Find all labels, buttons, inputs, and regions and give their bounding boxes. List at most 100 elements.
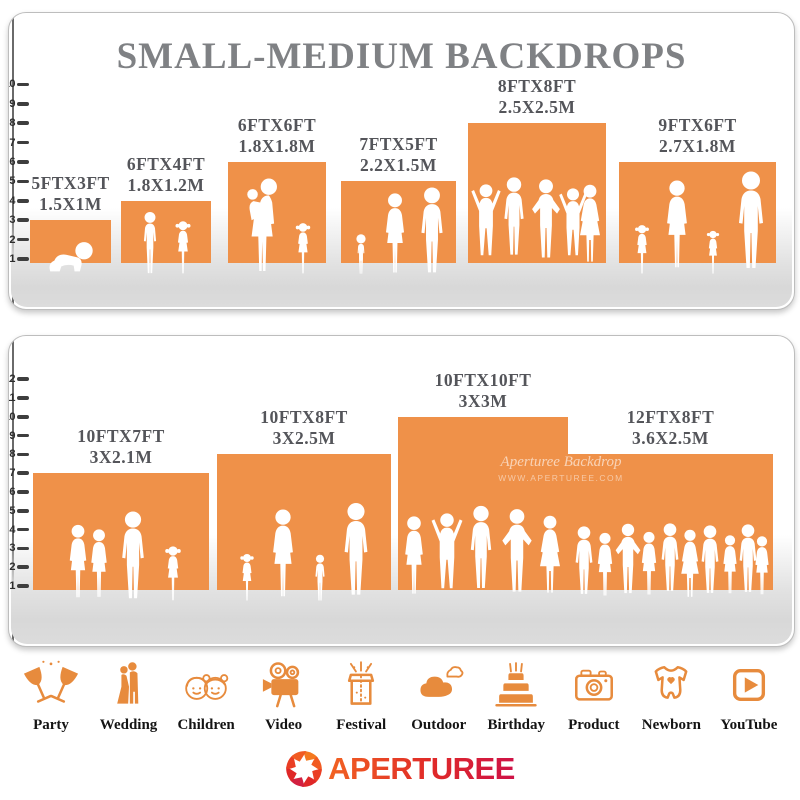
- ruler-feet-scale: 12 11 10 9 8 7 6 5 4 3 2 1: [9, 336, 34, 646]
- size-ft: 5FTX3FT: [31, 173, 110, 193]
- silhouette-group: [356, 187, 443, 274]
- ruler-tick-number: 3: [9, 542, 15, 555]
- ruler-tick-number: 9: [9, 97, 15, 110]
- ruler-line: [12, 15, 14, 307]
- ruler-tick-9: 9: [9, 429, 29, 443]
- category-product: Product: [557, 658, 631, 734]
- ruler-tick-mark: [17, 199, 29, 203]
- ruler-tick-6: 6: [9, 485, 29, 499]
- backdrop-size-label: 9FTX6FT 2.7X1.8M: [658, 115, 736, 157]
- silhouette-group: [575, 523, 769, 597]
- size-m: 1.8X1.2M: [127, 175, 205, 195]
- category-label: Birthday: [487, 717, 546, 733]
- youtube-icon: [732, 668, 765, 702]
- brand-name: APERTUREE: [328, 751, 515, 786]
- size-ft: 7FTX5FT: [359, 134, 438, 154]
- silhouette-girl: [240, 554, 254, 601]
- category-video: Video: [247, 658, 321, 734]
- backdrop-size-label: 7FTX5FT 2.2X1.5M: [359, 134, 437, 176]
- ruler-tick-4: 4: [9, 523, 29, 537]
- ruler-tick-mark: [17, 471, 29, 475]
- category-label: YouTube: [720, 717, 778, 733]
- backdrop-10x8: 10FTX8FT 3X2.5M: [217, 407, 391, 601]
- ruler-tick-mark: [17, 509, 29, 513]
- outdoor-icon: [420, 666, 464, 697]
- ruler-tick-number: 1: [9, 580, 15, 592]
- size-ft: 10FTX10FT: [434, 370, 532, 390]
- silhouette-woman: [405, 516, 423, 594]
- silhouette-group: [240, 502, 368, 601]
- silhouette-group: [635, 171, 763, 274]
- silhouette-woman-dress: [580, 184, 600, 262]
- ruler-tick-mark: [17, 257, 29, 261]
- silhouette-woman: [755, 536, 769, 595]
- ruler-tick-mark: [17, 121, 29, 125]
- silhouette-toddler: [356, 234, 366, 274]
- silhouette-man: [739, 524, 757, 592]
- silhouette-boy: [143, 211, 157, 274]
- category-children: Children: [169, 658, 243, 734]
- product-icon: [574, 669, 613, 701]
- category-festival: Festival: [324, 658, 398, 734]
- size-m: 1.8X1.8M: [238, 136, 316, 156]
- ruler-tick-3: 3: [9, 213, 29, 227]
- silhouette-girl: [295, 223, 311, 274]
- size-m: 2.5X2.5M: [498, 97, 576, 117]
- silhouette-man: [575, 526, 593, 594]
- silhouette-boy: [315, 554, 325, 601]
- ruler-tick-7: 7: [9, 466, 29, 480]
- floor: [11, 590, 792, 644]
- backdrop-size-label: 6FTX4FT 1.8X1.2M: [127, 154, 205, 196]
- ruler-tick-number: 4: [9, 194, 15, 207]
- silhouette-woman-dress: [540, 515, 560, 593]
- silhouette-group: [143, 211, 191, 274]
- category-row: Party Wedding Children: [14, 658, 786, 734]
- ruler-tick-number: 2: [9, 233, 15, 246]
- silhouette-woman: [91, 529, 107, 597]
- ruler-tick-number: 3: [9, 214, 15, 227]
- ruler-tick-number: 5: [9, 175, 15, 188]
- ruler-tick-number: 7: [9, 136, 15, 149]
- ruler-tick-mark: [17, 237, 29, 242]
- page-title: SMALL-MEDIUM BACKDROPS: [116, 36, 687, 77]
- backdrop-8x8: 8FTX8FT 2.5X2.5M: [468, 76, 606, 263]
- ruler-tick-number: 10: [9, 78, 16, 91]
- backdrop-size-label: 10FTX10FT 3X3M: [435, 370, 532, 412]
- ruler-tick-12: 12: [9, 372, 29, 386]
- backdrop-size-label: 10FTX8FT 3X2.5M: [260, 407, 348, 449]
- category-party: Party: [14, 658, 88, 734]
- silhouette-group: [49, 242, 93, 272]
- ruler-tick-number: 8: [9, 448, 15, 461]
- silhouette-girl: [635, 225, 649, 274]
- newborn-icon: [654, 666, 688, 699]
- silhouette-woman: [273, 509, 293, 597]
- category-youtube: YouTube: [712, 658, 786, 734]
- backdrop-size-label: 6FTX6FT 1.8X1.8M: [238, 115, 316, 157]
- silhouette-woman: [385, 193, 405, 273]
- size-m: 2.7X1.8M: [659, 136, 736, 156]
- silhouette-man: [421, 187, 443, 273]
- backdrop-size-label: 12FTX8FT 3.6X2.5M: [627, 407, 715, 449]
- category-label: Festival: [336, 717, 387, 733]
- video-icon: [262, 662, 299, 708]
- ruler-tick-number: 9: [9, 429, 15, 442]
- ruler-tick-2: 2: [9, 233, 29, 247]
- ruler-line: [12, 338, 14, 644]
- category-birthday: Birthday: [479, 658, 553, 734]
- wedding-icon: [116, 662, 138, 704]
- backdrop-size-label: 5FTX3FT 1.5X1M: [31, 173, 109, 215]
- silhouette-man: [122, 511, 144, 599]
- backdrop-size-label: 8FTX8FT 2.5X2.5M: [498, 76, 576, 118]
- party-icon: [24, 660, 78, 703]
- ruler-tick-5: 5: [9, 174, 29, 188]
- ruler-tick-mark: [17, 179, 29, 184]
- size-ft: 6FTX4FT: [126, 154, 206, 174]
- ruler-tick-1: 1: [9, 579, 29, 593]
- ruler-tick-10: 10: [9, 77, 29, 91]
- ruler-tick-8: 8: [9, 447, 29, 461]
- silhouette-man-hands-on-hips: [502, 509, 532, 592]
- backdrop-7x5: 7FTX5FT 2.2X1.5M: [341, 134, 456, 274]
- backdrop-size-label: 10FTX7FT 3X2.1M: [77, 426, 165, 468]
- category-wedding: Wedding: [92, 658, 166, 734]
- silhouette-woman-dress: [681, 529, 699, 597]
